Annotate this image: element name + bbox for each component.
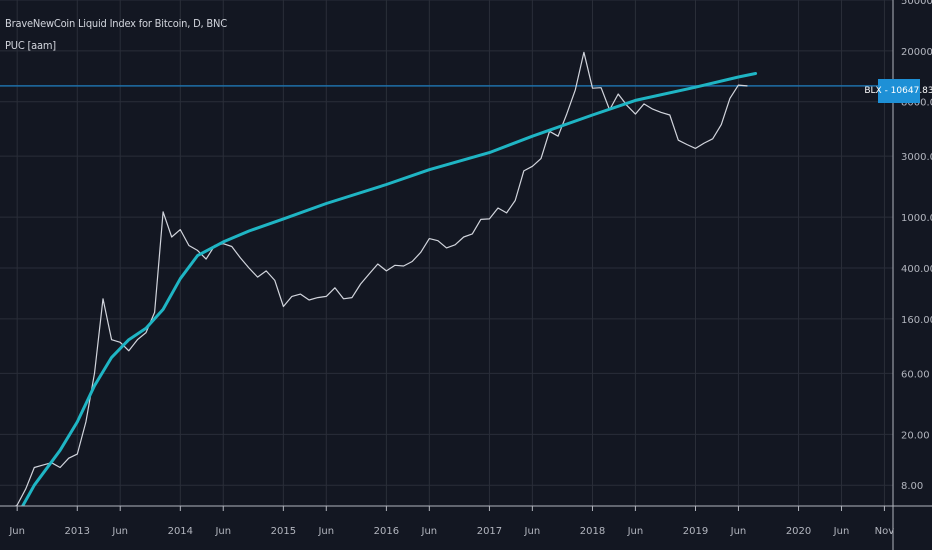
y-tick-label: 20.00	[901, 430, 930, 441]
x-tick-label: 2019	[683, 526, 708, 537]
x-tick-label: Jun	[317, 526, 334, 537]
y-tick-label: 1000.00	[901, 213, 932, 224]
y-tick-label: 160.00	[901, 315, 932, 326]
x-tick-label: Jun	[524, 526, 541, 537]
x-tick-label: 2014	[168, 526, 193, 537]
x-tick-label: Jun	[730, 526, 747, 537]
y-tick-label: 8.00	[901, 481, 923, 492]
x-tick-label: Jun	[111, 526, 128, 537]
y-tick-label: 50000.00	[901, 0, 932, 7]
indicator-legend[interactable]: PUC [aam]	[5, 39, 56, 52]
x-tick-label: 2016	[374, 526, 399, 537]
y-tick-label: 60.00	[901, 369, 930, 380]
x-tick-label: Jun	[421, 526, 438, 537]
x-tick-label: Jun	[8, 526, 25, 537]
last-price-badge: BLX - 10647.83	[864, 79, 932, 103]
x-tick-label: Jun	[833, 526, 850, 537]
series-group	[0, 51, 893, 532]
x-tick-label: 2013	[65, 526, 90, 537]
y-tick-label: 20000.00	[901, 47, 932, 58]
y-tick-label: 400.00	[901, 264, 932, 275]
symbol-legend[interactable]: BraveNewCoin Liquid Index for Bitcoin, D…	[5, 17, 227, 30]
y-tick-label: 3000.00	[901, 152, 932, 163]
grid-lines	[0, 0, 893, 506]
price-line[interactable]	[0, 51, 748, 510]
x-tick-label: 2018	[580, 526, 605, 537]
x-tick-label: 2017	[477, 526, 502, 537]
x-tick-label: Jun	[627, 526, 644, 537]
x-tick-label: 2020	[786, 526, 811, 537]
x-tick-label: Nov	[875, 526, 895, 537]
puc-indicator-line[interactable]	[9, 72, 758, 532]
x-tick-label: 2015	[271, 526, 296, 537]
y-tick-label: 8000.00	[901, 98, 932, 109]
x-tick-label: Jun	[214, 526, 231, 537]
